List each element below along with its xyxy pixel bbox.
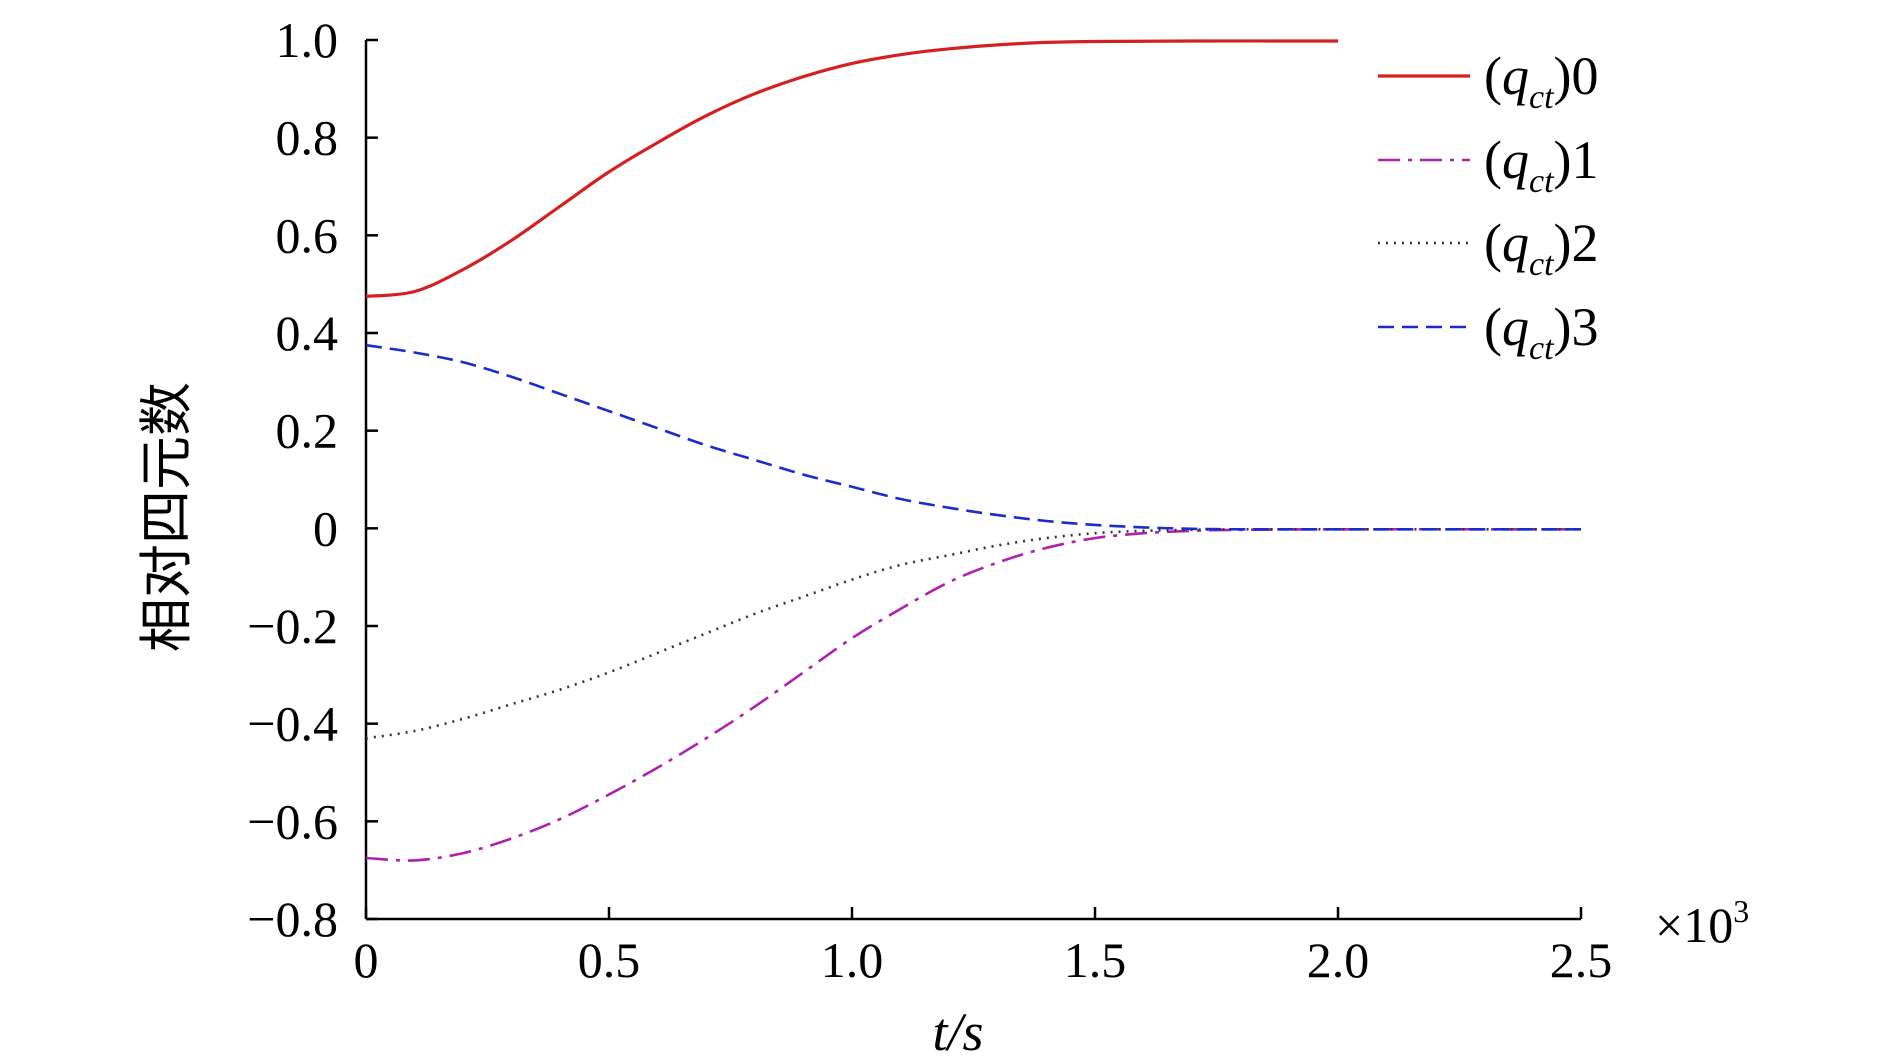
legend-entry-2: (qct)2: [1484, 213, 1599, 283]
legend-subscript: ct: [1529, 79, 1555, 116]
y-tick-label: 0.4: [276, 305, 339, 361]
y-axis-title: 相对四元数: [137, 382, 197, 652]
x-tick-label: 1.5: [1064, 932, 1127, 988]
y-tick-label: 0: [313, 500, 338, 556]
legend-subscript: ct: [1529, 330, 1555, 367]
series-line-1: [365, 527, 1582, 862]
legend-entry-0: (qct)0: [1484, 46, 1599, 116]
y-tick-label: −0.6: [247, 793, 338, 849]
y-axis-ticks: −0.8 −0.6 −0.4 −0.2 0 0.2 0.4 0.6 0.8 1.0: [247, 12, 378, 947]
axes: [364, 40, 1581, 921]
legend-subscript: ct: [1529, 163, 1555, 200]
y-tick-label: 0.6: [276, 207, 339, 263]
x-tick-label: 2.5: [1550, 932, 1613, 988]
legend-index: 3: [1572, 297, 1599, 357]
x-tick-label: 0.5: [578, 932, 641, 988]
legend-subscript: ct: [1529, 246, 1555, 283]
y-tick-label: 1.0: [276, 12, 339, 68]
x-tick-label: 0: [354, 932, 379, 988]
series-line-2: [365, 527, 1581, 740]
y-tick-label: −0.8: [247, 891, 338, 947]
legend-entry-1: (qct)1: [1484, 130, 1599, 200]
x-axis-scale-exponent: 3: [1733, 893, 1749, 929]
x-axis-title: t/s: [932, 1002, 983, 1062]
legend-index: 0: [1572, 46, 1599, 106]
legend-index: 2: [1572, 213, 1599, 273]
legend-base: q: [1502, 297, 1529, 357]
legend-entry-3: (qct)3: [1484, 297, 1599, 367]
y-tick-label: −0.4: [247, 696, 338, 752]
series-lines: [365, 39, 1582, 862]
x-axis-ticks: 0 0.5 1.0 1.5 2.0 2.5: [354, 907, 1613, 988]
legend: (qct)0 (qct)1 (qct)2 (qct)3: [1378, 46, 1599, 367]
legend-base: q: [1502, 46, 1529, 106]
x-tick-label: 2.0: [1307, 932, 1370, 988]
y-tick-label: 0.2: [276, 403, 339, 459]
x-tick-label: 1.0: [821, 932, 884, 988]
y-tick-label: −0.2: [247, 598, 338, 654]
legend-base: q: [1502, 213, 1529, 273]
legend-index: 1: [1572, 130, 1599, 190]
y-tick-label: 0.8: [276, 110, 339, 166]
legend-base: q: [1502, 130, 1529, 190]
series-line-3: [365, 343, 1581, 531]
x-axis-scale-multiplier: ×103: [1655, 893, 1749, 953]
series-line-0: [365, 39, 1339, 298]
